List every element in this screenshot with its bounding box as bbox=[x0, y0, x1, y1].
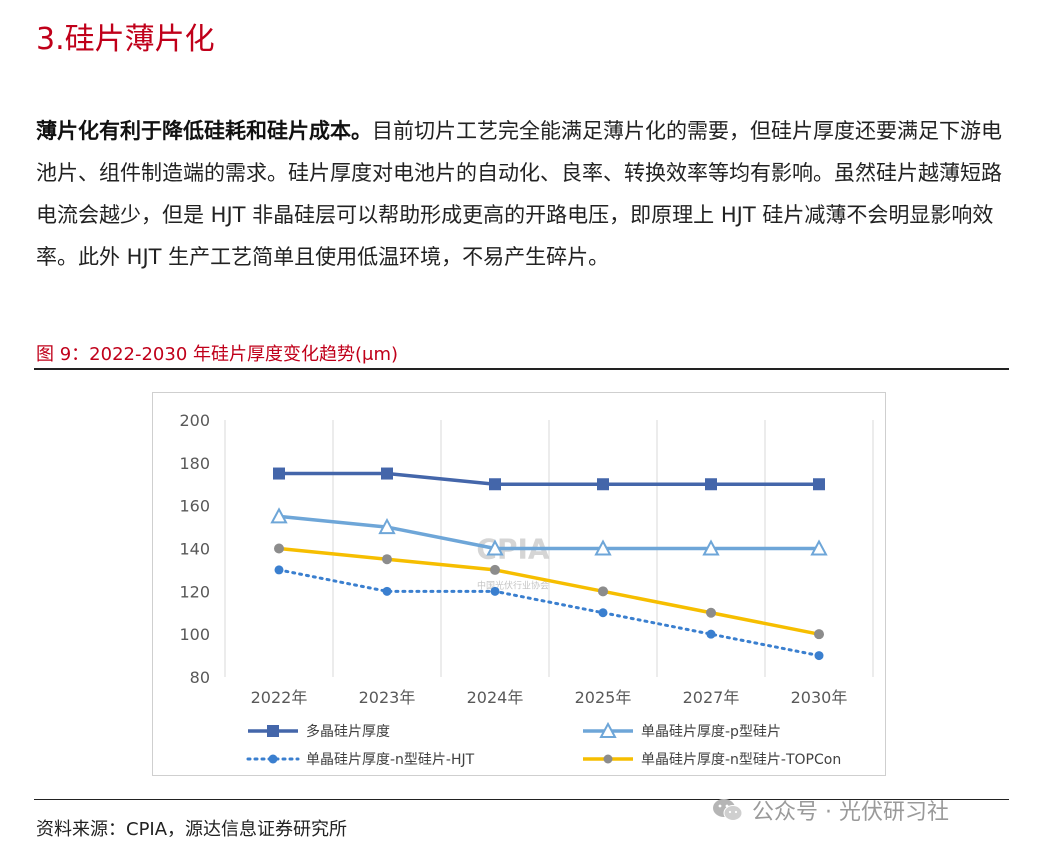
figure-caption: 图 9：2022-2030 年硅片厚度变化趋势(μm) bbox=[36, 344, 399, 365]
data-point-series-3 bbox=[490, 586, 500, 596]
y-tick-label: 180 bbox=[179, 454, 210, 473]
wechat-watermark: 公众号 · 光伏研习社 bbox=[712, 794, 949, 826]
legend-label-2: 单晶硅片厚度-p型硅片 bbox=[641, 724, 781, 740]
data-point-series-4 bbox=[490, 564, 500, 575]
x-tick-label: 2023年 bbox=[359, 688, 416, 707]
data-point-series-2 bbox=[378, 517, 396, 535]
legend-marker-4 bbox=[603, 754, 613, 764]
y-tick-label: 80 bbox=[190, 668, 210, 687]
legend-marker-1 bbox=[267, 725, 279, 737]
x-tick-label: 2025年 bbox=[575, 688, 632, 707]
paragraph-lead: 薄片化有利于降低硅耗和硅片成本。 bbox=[36, 119, 372, 143]
data-point-series-2 bbox=[810, 539, 828, 556]
data-point-series-3 bbox=[382, 586, 392, 596]
x-tick-label: 2030年 bbox=[791, 688, 848, 707]
data-point-series-1 bbox=[273, 467, 285, 480]
data-point-series-4 bbox=[382, 554, 392, 565]
data-point-series-3 bbox=[706, 629, 716, 639]
legend-label-4: 单晶硅片厚度-n型硅片-TOPCon bbox=[641, 752, 841, 768]
caption-rule bbox=[34, 368, 1009, 370]
data-point-series-1 bbox=[489, 478, 501, 491]
line-chart: 200 180 160 140 120 100 80 2022年 2023年 2024年 2025年… bbox=[179, 411, 874, 768]
y-tick-label: 140 bbox=[179, 540, 210, 559]
x-tick-label: 2027年 bbox=[683, 688, 740, 707]
chart-watermark-subtitle: 中国光伏行业协会 bbox=[477, 580, 549, 592]
wechat-icon bbox=[713, 799, 743, 821]
wechat-text: 公众号 · 光伏研习社 bbox=[752, 800, 949, 825]
body-paragraph: 薄片化有利于降低硅耗和硅片成本。目前切片工艺完全能满足薄片化的需要，但硅片厚度还… bbox=[36, 110, 1011, 278]
data-point-series-4 bbox=[814, 629, 824, 640]
data-point-series-2 bbox=[486, 539, 504, 556]
series-line-1 bbox=[279, 471, 819, 486]
y-tick-label: 100 bbox=[179, 625, 210, 644]
data-point-series-3 bbox=[274, 565, 284, 575]
legend-marker-2 bbox=[599, 721, 617, 738]
y-tick-label: 200 bbox=[179, 411, 210, 430]
y-tick-label: 160 bbox=[179, 497, 210, 516]
data-point-series-2 bbox=[270, 507, 288, 524]
data-point-series-1 bbox=[381, 467, 393, 480]
section-title: 3.硅片薄片化 bbox=[36, 22, 215, 57]
data-point-series-4 bbox=[706, 607, 716, 618]
legend-marker-3 bbox=[268, 754, 278, 764]
data-point-series-1 bbox=[813, 478, 825, 491]
paragraph-text: 目前切片工艺完全能满足薄片化的需要，但硅片厚度还要满足下游电池片、组件制造端的需… bbox=[36, 119, 1002, 269]
y-tick-label: 120 bbox=[179, 582, 210, 601]
source-rule bbox=[34, 799, 1009, 800]
legend-label-1: 多晶硅片厚度 bbox=[306, 723, 390, 740]
x-tick-label: 2022年 bbox=[251, 688, 308, 707]
series-line-3 bbox=[277, 568, 821, 658]
x-tick-label: 2024年 bbox=[467, 688, 524, 707]
data-point-series-4 bbox=[274, 543, 284, 554]
data-point-series-1 bbox=[597, 478, 609, 491]
legend-label-3: 单晶硅片厚度-n型硅片-HJT bbox=[306, 752, 475, 768]
data-point-series-1 bbox=[705, 478, 717, 491]
data-point-series-3 bbox=[814, 651, 824, 661]
source-note: 资料来源：CPIA，源达信息证券研究所 bbox=[36, 819, 348, 840]
data-point-series-4 bbox=[598, 586, 608, 597]
data-point-series-2 bbox=[702, 539, 720, 556]
chart-container: 200 180 160 140 120 100 80 2022年 2023年 2024年 2025年… bbox=[152, 392, 886, 776]
data-point-series-2 bbox=[594, 539, 612, 556]
data-point-series-3 bbox=[598, 608, 608, 618]
series-line-2 bbox=[278, 514, 819, 551]
series-line-4 bbox=[278, 546, 820, 636]
